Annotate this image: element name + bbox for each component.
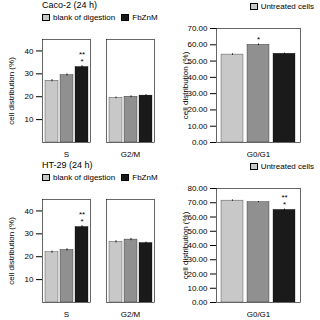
- svg-text:70.00: 70.00: [187, 24, 208, 33]
- svg-text:cell distribution (%): cell distribution (%): [7, 217, 16, 285]
- html-text:FbZnM: FbZnM: [132, 172, 158, 182]
- svg-text:10: 10: [25, 275, 34, 284]
- svg-text:60.00: 60.00: [187, 213, 208, 222]
- html-text:blank of digestion: blank of digestion: [53, 172, 116, 182]
- svg-text:20: 20: [25, 92, 34, 101]
- svg-text:80.00: 80.00: [187, 184, 208, 193]
- svg-text:*: *: [283, 200, 286, 209]
- svg-text:*: *: [80, 217, 83, 226]
- html-text:blank of digestion: blank of digestion: [53, 12, 116, 22]
- svg-text:S: S: [64, 310, 69, 319]
- svg-text:S: S: [64, 150, 69, 159]
- svg-text:0.00: 0.00: [192, 138, 208, 147]
- svg-text:10.00: 10.00: [187, 284, 208, 293]
- svg-text:40.00: 40.00: [187, 73, 208, 82]
- svg-text:G0/G1: G0/G1: [247, 150, 271, 159]
- html-text:FbZnM: FbZnM: [132, 12, 158, 22]
- svg-text:20: 20: [25, 252, 34, 261]
- svg-text:*: *: [257, 35, 260, 44]
- svg-text:50.00: 50.00: [187, 227, 208, 236]
- html-text:HT-29 (24 h): HT-29 (24 h): [42, 160, 93, 170]
- svg-text:60.00: 60.00: [187, 40, 208, 49]
- svg-text:cell distribution (%): cell distribution (%): [181, 211, 190, 279]
- svg-text:50.00: 50.00: [187, 57, 208, 66]
- html-text:Untreated cells: Untreated cells: [260, 161, 314, 171]
- svg-text:30.00: 30.00: [187, 89, 208, 98]
- html-text:Caco-2 (24 h): Caco-2 (24 h): [42, 0, 97, 10]
- svg-text:0.00: 0.00: [192, 298, 208, 307]
- html-text:Untreated cells: Untreated cells: [260, 1, 314, 11]
- svg-text:cell distribution (%): cell distribution (%): [181, 51, 190, 119]
- svg-text:40: 40: [25, 207, 34, 216]
- svg-text:20.00: 20.00: [187, 270, 208, 279]
- svg-text:G0/G1: G0/G1: [247, 310, 271, 319]
- svg-text:cell distribution (%): cell distribution (%): [7, 57, 16, 125]
- svg-text:20.00: 20.00: [187, 105, 208, 114]
- svg-text:*: *: [80, 57, 83, 66]
- svg-text:G2/M: G2/M: [121, 310, 141, 319]
- svg-text:30: 30: [25, 69, 34, 78]
- svg-text:30: 30: [25, 229, 34, 238]
- svg-text:70.00: 70.00: [187, 198, 208, 207]
- svg-text:G2/M: G2/M: [121, 150, 141, 159]
- svg-text:10.00: 10.00: [187, 122, 208, 131]
- svg-text:30.00: 30.00: [187, 255, 208, 264]
- svg-text:40: 40: [25, 47, 34, 56]
- svg-text:40.00: 40.00: [187, 241, 208, 250]
- svg-text:10: 10: [25, 115, 34, 124]
